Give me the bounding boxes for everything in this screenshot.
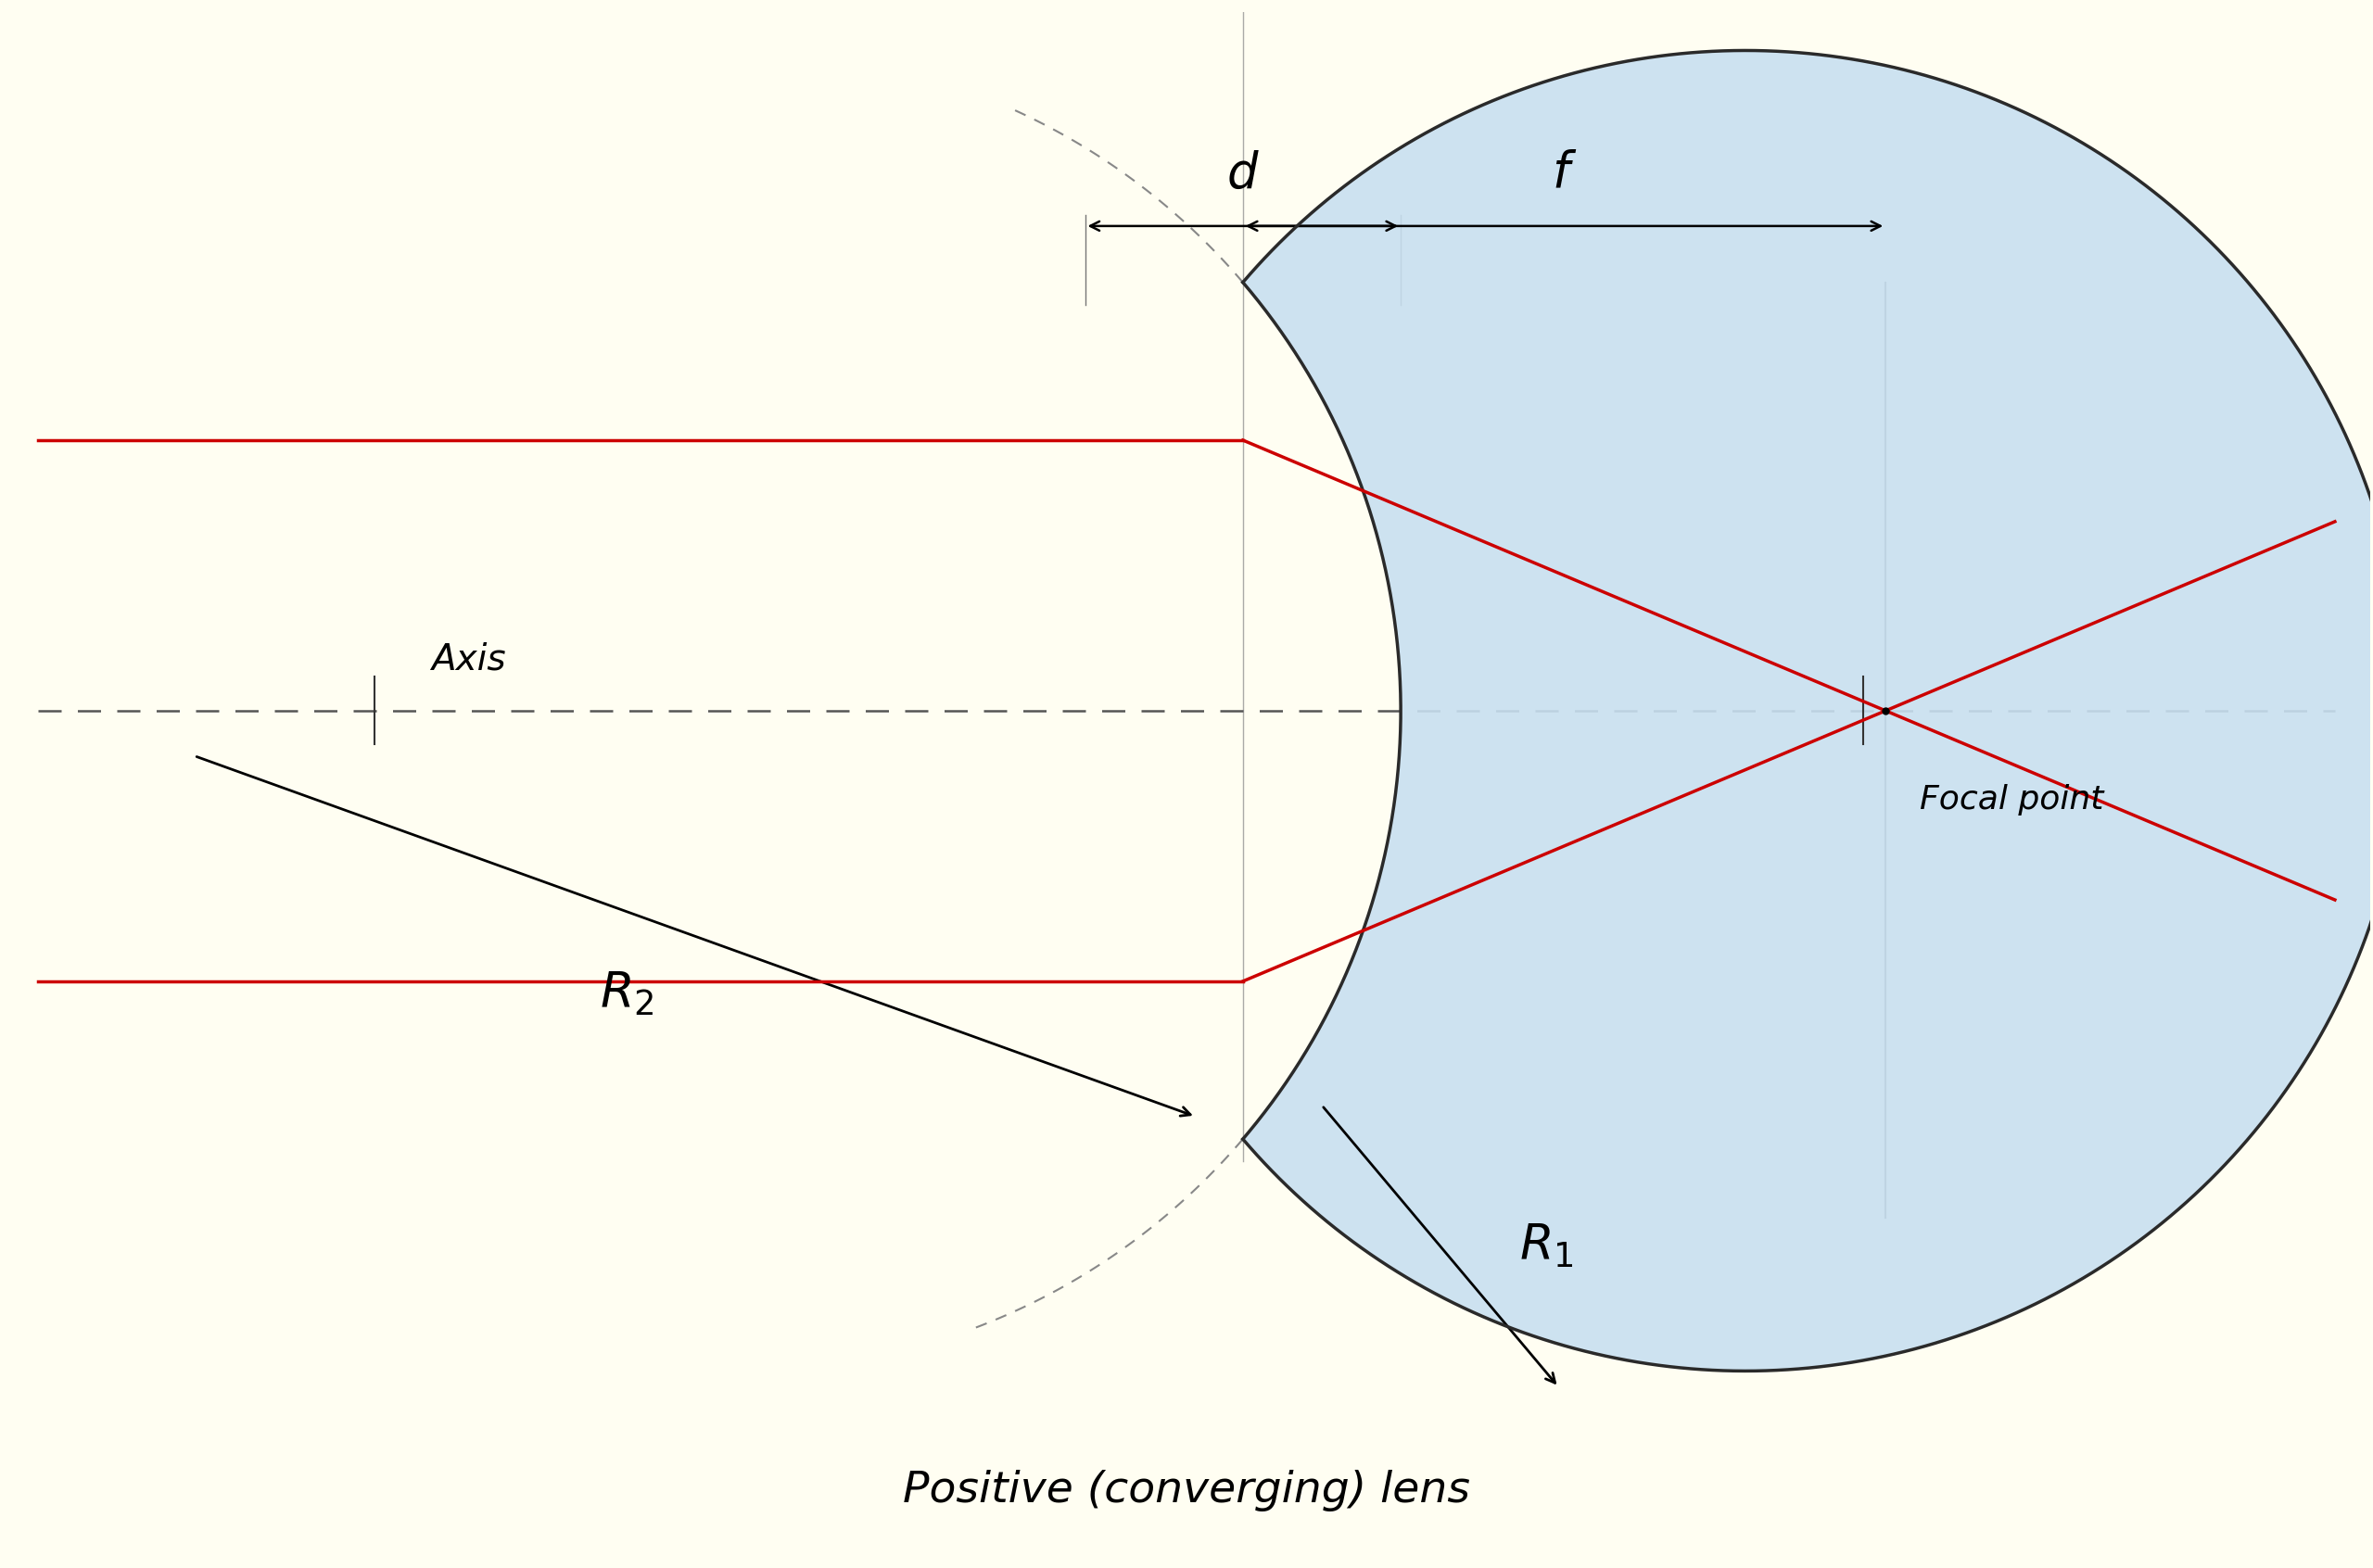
Text: Positive (converging) lens: Positive (converging) lens: [902, 1469, 1471, 1512]
Text: Axis: Axis: [432, 641, 505, 677]
Text: $d$: $d$: [1227, 149, 1260, 198]
Polygon shape: [1243, 50, 2373, 1370]
Text: Focal point: Focal point: [1920, 784, 2102, 815]
Text: $f$: $f$: [1552, 149, 1576, 198]
Text: $R_1$: $R_1$: [1519, 1221, 1573, 1270]
Text: $R_2$: $R_2$: [600, 971, 655, 1018]
